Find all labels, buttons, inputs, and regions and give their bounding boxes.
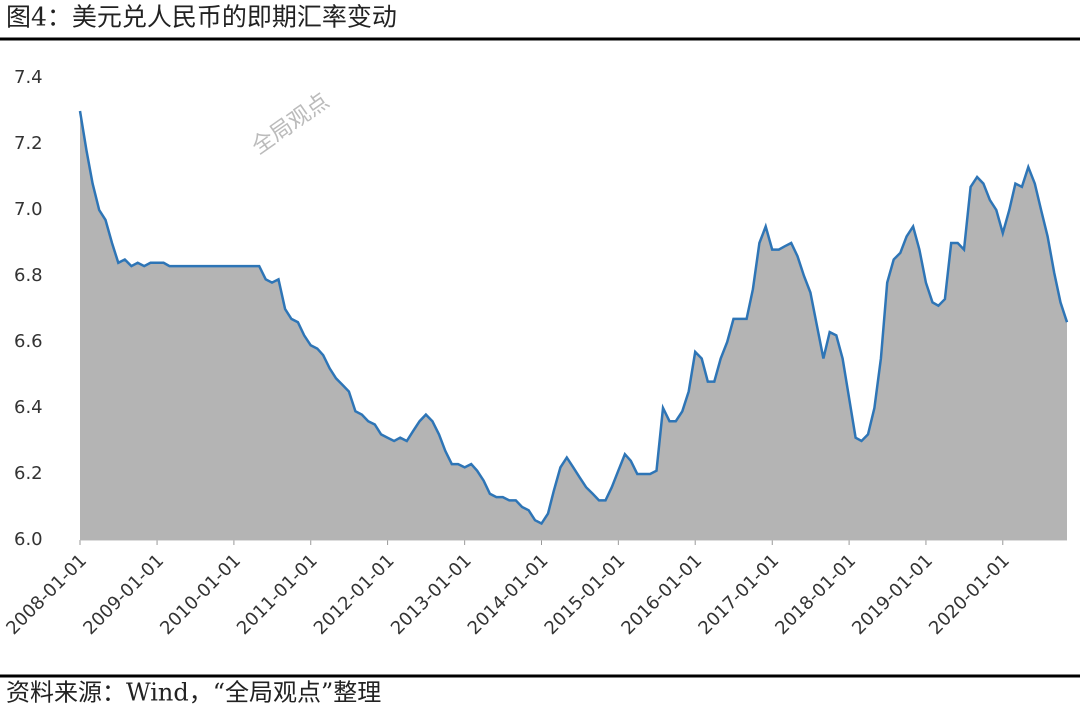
- y-tick-label: 6.6: [14, 331, 43, 352]
- chart-title: 图4：美元兑人民币的即期汇率变动: [6, 3, 397, 32]
- y-tick-label: 6.0: [14, 529, 43, 550]
- y-tick-label: 7.0: [14, 199, 43, 220]
- source-note: 资料来源：Wind，“全局观点”整理: [6, 679, 381, 707]
- x-tick-label: 2015-01-01: [541, 550, 630, 639]
- x-tick-label: 2011-01-01: [233, 550, 322, 639]
- y-tick-label: 7.4: [14, 67, 43, 88]
- y-tick-label: 6.4: [14, 397, 43, 418]
- x-tick-label: 2008-01-01: [2, 550, 91, 639]
- y-tick-label: 7.2: [14, 133, 43, 154]
- x-tick-label: 2019-01-01: [848, 550, 937, 639]
- x-tick-label: 2010-01-01: [156, 550, 245, 639]
- x-tick-label: 2018-01-01: [771, 550, 860, 639]
- plot-area: 6.0 6.2 6.4 6.6 6.8 7.0 7.2 7.4 2008-01-012009-0…: [2, 67, 1069, 639]
- x-tick-label: 2013-01-01: [387, 550, 476, 639]
- x-tick-label: 2020-01-01: [925, 550, 1014, 639]
- x-tick-label: 2016-01-01: [617, 550, 706, 639]
- x-tick-label: 2014-01-01: [464, 550, 553, 639]
- area: [80, 111, 1067, 540]
- x-tick-label: 2012-01-01: [310, 550, 399, 639]
- x-tick-label: 2009-01-01: [79, 550, 168, 639]
- x-tick-label: 2017-01-01: [694, 550, 783, 639]
- y-tick-label: 6.2: [14, 463, 43, 484]
- line: [78, 110, 1069, 526]
- y-tick-label: 6.8: [14, 265, 43, 286]
- watermark: 全局观点: [248, 89, 334, 160]
